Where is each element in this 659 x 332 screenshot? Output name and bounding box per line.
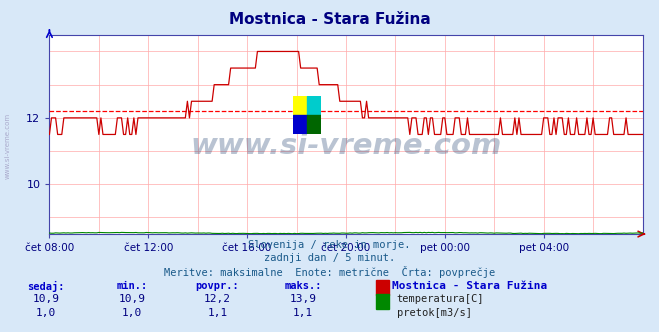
Text: min.:: min.: bbox=[116, 281, 148, 290]
Bar bbox=[293, 96, 307, 116]
Text: Meritve: maksimalne  Enote: metrične  Črta: povprečje: Meritve: maksimalne Enote: metrične Črta… bbox=[164, 266, 495, 278]
Text: 1,1: 1,1 bbox=[208, 308, 227, 318]
Text: 13,9: 13,9 bbox=[290, 294, 316, 304]
Text: 10,9: 10,9 bbox=[33, 294, 59, 304]
Text: 12,2: 12,2 bbox=[204, 294, 231, 304]
Text: 1,1: 1,1 bbox=[293, 308, 313, 318]
Text: www.si-vreme.com: www.si-vreme.com bbox=[190, 132, 501, 160]
Text: 1,0: 1,0 bbox=[36, 308, 56, 318]
Bar bbox=[307, 116, 321, 134]
Text: povpr.:: povpr.: bbox=[196, 281, 239, 290]
Text: www.si-vreme.com: www.si-vreme.com bbox=[5, 113, 11, 179]
Text: Mostnica - Stara Fužina: Mostnica - Stara Fužina bbox=[392, 281, 548, 290]
Bar bbox=[376, 280, 389, 295]
Bar bbox=[307, 96, 321, 116]
Text: 10,9: 10,9 bbox=[119, 294, 145, 304]
Text: pretok[m3/s]: pretok[m3/s] bbox=[397, 308, 472, 318]
Bar bbox=[293, 116, 307, 134]
Text: 1,0: 1,0 bbox=[122, 308, 142, 318]
Text: temperatura[C]: temperatura[C] bbox=[397, 294, 484, 304]
Text: Mostnica - Stara Fužina: Mostnica - Stara Fužina bbox=[229, 12, 430, 27]
Text: zadnji dan / 5 minut.: zadnji dan / 5 minut. bbox=[264, 253, 395, 263]
Text: sedaj:: sedaj: bbox=[28, 281, 65, 291]
Bar bbox=[376, 294, 389, 309]
Text: maks.:: maks.: bbox=[285, 281, 322, 290]
Text: Slovenija / reke in morje.: Slovenija / reke in morje. bbox=[248, 240, 411, 250]
